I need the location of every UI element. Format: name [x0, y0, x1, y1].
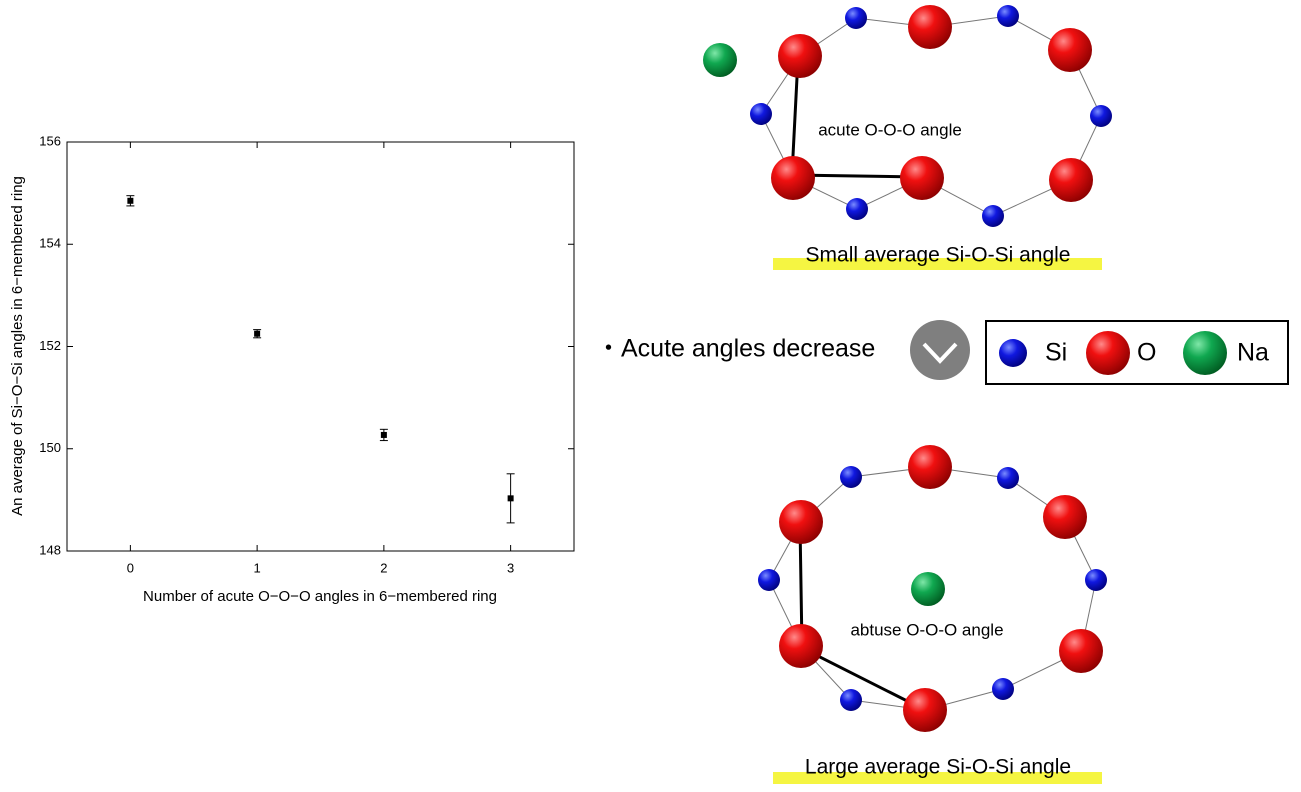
y-axis-label: An average of Si−O−Si angles in 6−member… [9, 176, 26, 516]
point [508, 495, 514, 501]
x-tick-label: 0 [127, 560, 134, 575]
caption: Small average Si-O-Si angle [806, 244, 1071, 267]
o-atoms [771, 5, 1093, 202]
x-axis-label: Number of acute O−O−O angles in 6−member… [143, 588, 497, 605]
point [381, 432, 387, 438]
y-tick-label: 152 [39, 338, 61, 353]
angle-label: abtuse O-O-O angle [850, 620, 1003, 639]
x-tick-label: 3 [507, 560, 514, 575]
down-arrow-icon [910, 320, 970, 380]
legend-label: Na [1237, 339, 1269, 367]
plot: Number of acute O−O−O angles in 6−member… [9, 133, 574, 605]
plot-frame [67, 142, 574, 551]
legend-label: Si [1045, 339, 1067, 367]
point [127, 198, 133, 204]
y-tick-label: 154 [39, 236, 61, 251]
top-diagram: acute O-O-O angle Small average Si-O-Si … [703, 5, 1112, 270]
x-tick-label: 1 [254, 560, 261, 575]
arrow-text: ・Acute angles decrease [596, 335, 875, 363]
y-tick-label: 156 [39, 133, 61, 148]
na-atom [911, 572, 945, 606]
caption: Large average Si-O-Si angle [805, 756, 1071, 779]
y-tick-label: 150 [39, 440, 61, 455]
na-atom [703, 43, 737, 77]
legend-label: O [1137, 339, 1156, 367]
figure: Number of acute O−O−O angles in 6−member… [0, 0, 1301, 787]
angle-lines [800, 524, 921, 708]
bottom-diagram: abtuse O-O-O angle Large average Si-O-Si… [758, 445, 1107, 784]
legend: Si O Na [986, 321, 1288, 384]
x-tick-label: 2 [380, 560, 387, 575]
angle-lines [792, 58, 920, 177]
angle-label: acute O-O-O angle [818, 120, 962, 139]
y-tick-label: 148 [39, 542, 61, 557]
point [254, 331, 260, 337]
